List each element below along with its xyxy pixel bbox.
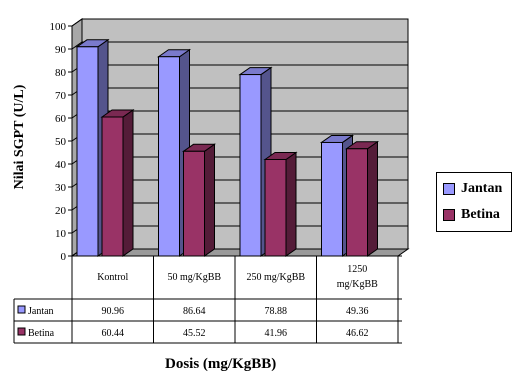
- y-axis: 0 10 20 30 40 50 60 70 80 90 100: [50, 21, 73, 263]
- x-axis-label: Dosis (mg/KgBB): [165, 356, 277, 372]
- legend-item-jantan: Jantan: [443, 181, 502, 197]
- data-table: Kontrol 50 mg/KgBB 250 mg/KgBB 1250 mg/KgBB J…: [13, 255, 402, 344]
- legend: Jantan Betina: [436, 172, 512, 232]
- bar-betina-2: [181, 143, 217, 257]
- bar-betina-1-front: [101, 116, 124, 257]
- legend-swatch-jantan: [443, 183, 455, 195]
- y-axis-label: Nilai SGPT (U/L): [12, 84, 27, 189]
- bar-jantan-4-front: [321, 141, 343, 257]
- y-tick-label: 60: [55, 113, 67, 125]
- data-label: 45.52: [183, 328, 206, 339]
- bar-betina-4-side: [367, 140, 378, 257]
- legend-label-betina: Betina: [461, 207, 500, 222]
- y-tick-label: 0: [61, 251, 67, 263]
- y-tick-label: 10: [55, 228, 67, 240]
- x-tick-label: 250 mg/KgBB: [246, 272, 305, 283]
- legend-label-jantan: Jantan: [461, 181, 503, 196]
- legend-item-betina: Betina: [443, 207, 500, 223]
- table-swatch-betina: [17, 327, 26, 336]
- data-label: 60.44: [102, 328, 125, 339]
- gridline: [71, 41, 408, 50]
- bar-betina-3-front: [264, 158, 287, 257]
- data-label: 90.96: [102, 306, 125, 317]
- x-tick-label: 1250: [347, 264, 367, 275]
- y-tick-label: 50: [55, 136, 67, 148]
- bar-betina-1-side: [122, 109, 134, 257]
- bar-betina-3-side: [285, 151, 297, 257]
- y-tick-label: 20: [55, 205, 67, 217]
- gridline: [71, 18, 408, 27]
- x-tick-label: 50 mg/KgBB: [167, 272, 221, 283]
- y-tick-label: 90: [55, 44, 67, 56]
- data-label: 86.64: [183, 306, 206, 317]
- x-tick-label: Kontrol: [97, 272, 128, 283]
- table-swatch-jantan: [17, 305, 26, 314]
- bar-betina-4: [344, 140, 380, 257]
- y-tick-label: 70: [55, 90, 67, 102]
- legend-swatch-betina: [443, 209, 455, 221]
- data-label: 46.62: [346, 328, 369, 339]
- y-tick-label: 30: [55, 182, 67, 194]
- bar-betina-4-front: [346, 148, 368, 257]
- bar-betina-2-front: [183, 150, 205, 257]
- bar-betina-1: [100, 109, 135, 257]
- bar-jantan-3-front: [239, 74, 262, 257]
- bar-betina-3: [263, 151, 298, 257]
- bar-betina-2-side: [204, 143, 215, 257]
- y-tick-label: 80: [55, 67, 67, 79]
- bar-jantan-2-front: [158, 56, 180, 257]
- data-label: 49.36: [346, 306, 369, 317]
- data-label: 78.88: [265, 306, 288, 317]
- x-tick-label: mg/KgBB: [337, 279, 378, 290]
- bars-group: [75, 38, 380, 257]
- y-tick-label: 100: [50, 21, 67, 33]
- table-row-label: Betina: [28, 328, 55, 339]
- bar-jantan-1-front: [76, 46, 99, 257]
- data-label: 41.96: [265, 328, 288, 339]
- y-tick-label: 40: [55, 159, 67, 171]
- table-row-label: Jantan: [28, 306, 54, 317]
